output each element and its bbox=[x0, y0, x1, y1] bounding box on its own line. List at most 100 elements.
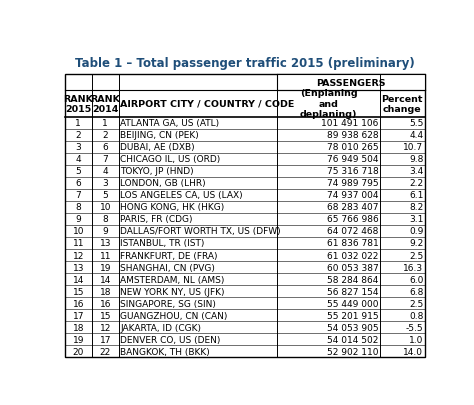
Text: 19: 19 bbox=[73, 335, 84, 344]
Text: 2.2: 2.2 bbox=[409, 179, 423, 188]
Text: NEW YORK NY, US (JFK): NEW YORK NY, US (JFK) bbox=[120, 287, 225, 296]
Text: 9.2: 9.2 bbox=[409, 239, 423, 248]
Text: 1: 1 bbox=[102, 119, 108, 128]
Text: 1.0: 1.0 bbox=[409, 335, 423, 344]
Text: 58 284 864: 58 284 864 bbox=[327, 275, 378, 284]
Text: 17: 17 bbox=[100, 335, 111, 344]
Text: 5: 5 bbox=[102, 191, 108, 200]
Text: 10: 10 bbox=[100, 203, 111, 212]
Text: LOS ANGELES CA, US (LAX): LOS ANGELES CA, US (LAX) bbox=[120, 191, 243, 200]
Text: 13: 13 bbox=[100, 239, 111, 248]
Text: 4: 4 bbox=[75, 155, 81, 164]
Text: 54 014 502: 54 014 502 bbox=[327, 335, 378, 344]
Text: 22: 22 bbox=[100, 347, 111, 356]
Text: 18: 18 bbox=[73, 323, 84, 332]
Text: 68 283 407: 68 283 407 bbox=[327, 203, 378, 212]
Text: 11: 11 bbox=[100, 251, 111, 260]
Text: 14.0: 14.0 bbox=[403, 347, 423, 356]
Text: 14: 14 bbox=[100, 275, 111, 284]
Text: AMSTERDAM, NL (AMS): AMSTERDAM, NL (AMS) bbox=[120, 275, 225, 284]
Text: 64 072 468: 64 072 468 bbox=[327, 227, 378, 236]
Text: ATLANTA GA, US (ATL): ATLANTA GA, US (ATL) bbox=[120, 119, 219, 128]
Text: 9.8: 9.8 bbox=[409, 155, 423, 164]
Text: 0.9: 0.9 bbox=[409, 227, 423, 236]
Text: 13: 13 bbox=[73, 263, 84, 272]
Text: 11: 11 bbox=[73, 239, 84, 248]
Text: 7: 7 bbox=[75, 191, 81, 200]
Text: JAKARTA, ID (CGK): JAKARTA, ID (CGK) bbox=[120, 323, 201, 332]
Text: 78 010 265: 78 010 265 bbox=[327, 143, 378, 152]
Text: 60 053 387: 60 053 387 bbox=[327, 263, 378, 272]
Bar bbox=[277, 75, 425, 91]
Text: FRANKFURT, DE (FRA): FRANKFURT, DE (FRA) bbox=[120, 251, 218, 260]
Text: RANK
2014: RANK 2014 bbox=[91, 94, 120, 114]
Text: 16.3: 16.3 bbox=[403, 263, 423, 272]
Text: 3.4: 3.4 bbox=[409, 167, 423, 176]
Text: SINGAPORE, SG (SIN): SINGAPORE, SG (SIN) bbox=[120, 299, 216, 308]
Text: 3.1: 3.1 bbox=[409, 215, 423, 224]
Text: 2.5: 2.5 bbox=[409, 251, 423, 260]
Text: 8: 8 bbox=[75, 203, 81, 212]
Text: 17: 17 bbox=[73, 311, 84, 320]
Text: 10.7: 10.7 bbox=[403, 143, 423, 152]
Text: 2: 2 bbox=[75, 131, 81, 140]
Text: 74 989 795: 74 989 795 bbox=[327, 179, 378, 188]
Text: 0.8: 0.8 bbox=[409, 311, 423, 320]
Text: 16: 16 bbox=[73, 299, 84, 308]
Text: 8: 8 bbox=[102, 215, 108, 224]
Text: 6: 6 bbox=[75, 179, 81, 188]
Text: 9: 9 bbox=[102, 227, 108, 236]
Text: 56 827 154: 56 827 154 bbox=[327, 287, 378, 296]
Text: 74 937 004: 74 937 004 bbox=[327, 191, 378, 200]
Text: BEIJING, CN (PEK): BEIJING, CN (PEK) bbox=[120, 131, 199, 140]
Text: PARIS, FR (CDG): PARIS, FR (CDG) bbox=[120, 215, 193, 224]
Text: 18: 18 bbox=[100, 287, 111, 296]
Text: LONDON, GB (LHR): LONDON, GB (LHR) bbox=[120, 179, 206, 188]
Text: 9: 9 bbox=[75, 215, 81, 224]
Text: 19: 19 bbox=[100, 263, 111, 272]
Text: 12: 12 bbox=[73, 251, 84, 260]
Text: 6: 6 bbox=[102, 143, 108, 152]
Text: SHANGHAI, CN (PVG): SHANGHAI, CN (PVG) bbox=[120, 263, 215, 272]
Text: TOKYO, JP (HND): TOKYO, JP (HND) bbox=[120, 167, 194, 176]
Text: 16: 16 bbox=[100, 299, 111, 308]
Text: 12: 12 bbox=[100, 323, 111, 332]
Text: 101 491 106: 101 491 106 bbox=[321, 119, 378, 128]
Text: 55 201 915: 55 201 915 bbox=[327, 311, 378, 320]
Text: 76 949 504: 76 949 504 bbox=[327, 155, 378, 164]
Text: CHICAGO IL, US (ORD): CHICAGO IL, US (ORD) bbox=[120, 155, 220, 164]
Text: DUBAI, AE (DXB): DUBAI, AE (DXB) bbox=[120, 143, 195, 152]
Text: RANK
2015: RANK 2015 bbox=[64, 94, 93, 114]
Text: 4: 4 bbox=[102, 167, 108, 176]
Text: 6.1: 6.1 bbox=[409, 191, 423, 200]
Text: 14: 14 bbox=[73, 275, 84, 284]
Text: 61 836 781: 61 836 781 bbox=[327, 239, 378, 248]
Text: 2.5: 2.5 bbox=[409, 299, 423, 308]
Text: 75 316 718: 75 316 718 bbox=[327, 167, 378, 176]
Text: PASSENGERS: PASSENGERS bbox=[316, 79, 386, 87]
Text: -5.5: -5.5 bbox=[406, 323, 423, 332]
Text: 15: 15 bbox=[100, 311, 111, 320]
Text: DENVER CO, US (DEN): DENVER CO, US (DEN) bbox=[120, 335, 220, 344]
Text: ISTANBUL, TR (IST): ISTANBUL, TR (IST) bbox=[120, 239, 205, 248]
Text: 5: 5 bbox=[75, 167, 81, 176]
Text: 3: 3 bbox=[75, 143, 81, 152]
Text: 10: 10 bbox=[73, 227, 84, 236]
Text: Percent
change: Percent change bbox=[382, 94, 423, 114]
Text: 7: 7 bbox=[102, 155, 108, 164]
Text: Table 1 – Total passenger traffic 2015 (preliminary): Table 1 – Total passenger traffic 2015 (… bbox=[75, 56, 415, 69]
Text: 1: 1 bbox=[75, 119, 81, 128]
Text: 20: 20 bbox=[73, 347, 84, 356]
Text: 54 053 905: 54 053 905 bbox=[327, 323, 378, 332]
Text: 89 938 628: 89 938 628 bbox=[327, 131, 378, 140]
Text: 52 902 110: 52 902 110 bbox=[327, 347, 378, 356]
Text: 3: 3 bbox=[102, 179, 108, 188]
Text: BANGKOK, TH (BKK): BANGKOK, TH (BKK) bbox=[120, 347, 210, 356]
Text: 15: 15 bbox=[73, 287, 84, 296]
Text: 65 766 986: 65 766 986 bbox=[327, 215, 378, 224]
Text: 8.2: 8.2 bbox=[409, 203, 423, 212]
Text: GUANGZHOU, CN (CAN): GUANGZHOU, CN (CAN) bbox=[120, 311, 228, 320]
Text: (Enplaning
and
deplaning): (Enplaning and deplaning) bbox=[300, 89, 357, 119]
Text: HONG KONG, HK (HKG): HONG KONG, HK (HKG) bbox=[120, 203, 225, 212]
Text: 55 449 000: 55 449 000 bbox=[327, 299, 378, 308]
